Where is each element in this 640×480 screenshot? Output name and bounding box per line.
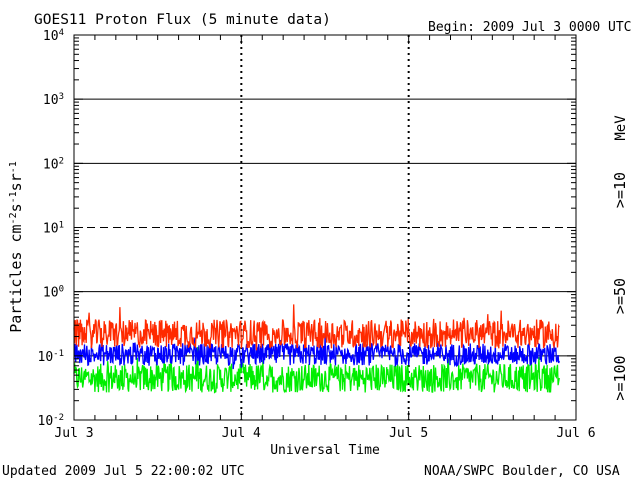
x-tick-label: Jul 6: [556, 426, 595, 441]
y-tick-label: 104: [43, 28, 64, 44]
legend-ge100: >=100: [611, 355, 629, 400]
begin-time-label: Begin: 2009 Jul 3 0000 UTC: [428, 20, 632, 35]
y-tick-label: 10-2: [38, 413, 65, 429]
series-ge100-line: [73, 346, 560, 394]
y-tick-label: 100: [43, 285, 64, 301]
legend-unit-mev: MeV: [613, 115, 629, 141]
x-tick-label: Jul 5: [389, 426, 428, 441]
chart-title: GOES11 Proton Flux (5 minute data): [34, 12, 331, 28]
y-tick-label: 10-1: [38, 349, 65, 365]
x-tick-label: Jul 3: [54, 426, 93, 441]
y-axis-ticks: 104 103 102 101 100 10-1 10-2: [38, 28, 576, 429]
day-dividers: [240, 35, 410, 420]
series-layer: [73, 304, 560, 394]
legend-ge10: >=10: [611, 172, 629, 208]
y-tick-label: 103: [43, 92, 64, 108]
y-tick-label: 102: [43, 156, 64, 172]
credit-label: NOAA/SWPC Boulder, CO USA: [424, 464, 620, 479]
y-tick-label: 101: [43, 221, 64, 237]
updated-timestamp: Updated 2009 Jul 5 22:00:02 UTC: [2, 464, 245, 479]
x-tick-label: Jul 4: [222, 426, 261, 441]
series-ge10-line: [73, 304, 560, 351]
x-axis-ticks: Jul 3 Jul 4 Jul 5 Jul 6: [54, 35, 596, 441]
legend-ge50: >=50: [611, 278, 629, 314]
y-axis-label: Particles cm-2s-1sr-1: [7, 161, 25, 333]
x-axis-label: Universal Time: [270, 443, 380, 458]
